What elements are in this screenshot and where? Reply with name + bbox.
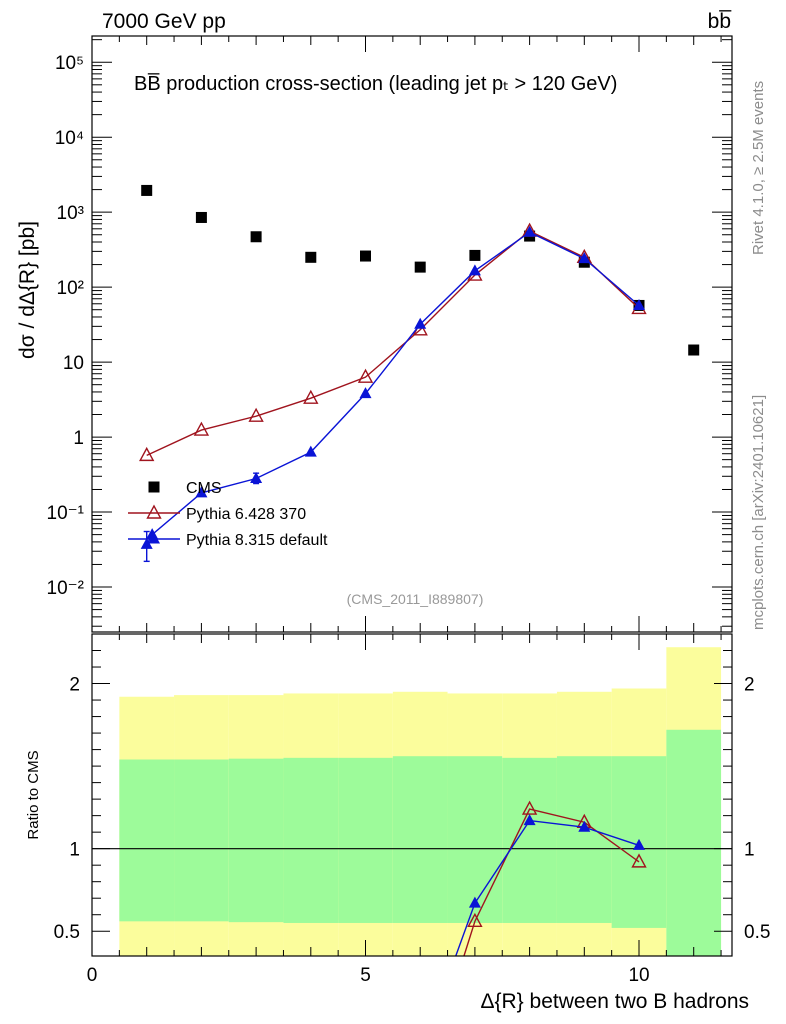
ratio-y-tick-label: 1 xyxy=(69,840,80,861)
series-line xyxy=(146,230,640,457)
x-tick-label: 10 xyxy=(628,965,649,986)
ratio-inner-band xyxy=(447,756,503,923)
main-title: BB̅ production cross-section (leading je… xyxy=(134,72,617,95)
ratio-inner-band xyxy=(119,759,175,922)
ratio-data-point xyxy=(578,820,591,832)
ratio-data-point xyxy=(633,838,646,850)
mcplots-label: mcplots.cern.ch [arXiv:2401.10621] xyxy=(750,395,767,630)
data-point xyxy=(193,421,210,436)
ratio-data-point xyxy=(521,800,538,815)
ratio-ylabel: Ratio to CMS xyxy=(25,750,42,839)
data-point xyxy=(304,445,317,457)
y-tick-label: 10⁴ xyxy=(55,128,84,149)
legend-label: CMS xyxy=(186,480,222,497)
main-axis-ticks: 10⁻² 10⁻¹ 1 10 10² 10³ 10⁴ 10⁵ xyxy=(47,36,732,632)
ratio-data-point xyxy=(631,853,647,868)
main-ylabel: dσ / dΔ{R} [pb] xyxy=(16,221,39,359)
data-point xyxy=(688,344,700,356)
data-point xyxy=(141,184,153,196)
legend-label: Pythia 6.428 370 xyxy=(186,506,306,523)
y-tick-label: 10³ xyxy=(57,203,84,224)
process-label: bb̅ xyxy=(708,10,733,33)
x-tick-label: 0 xyxy=(87,965,98,986)
x-axis-label: Δ{R} between two B hadrons xyxy=(480,990,749,1013)
ratio-axis-ticks: 0.5 0.5 1 1 2 2 0 5 10 xyxy=(54,634,770,986)
y-tick-label: 10⁻¹ xyxy=(47,503,85,524)
legend-marker xyxy=(148,481,160,493)
data-point xyxy=(357,368,374,383)
data-point xyxy=(305,251,317,263)
legend-marker xyxy=(148,532,160,544)
data-point xyxy=(195,486,208,498)
ratio-y-tick-label: 0.5 xyxy=(54,922,80,943)
ratio-y-tick-label: 2 xyxy=(69,675,80,696)
data-point xyxy=(250,231,262,243)
legend: CMS Pythia 6.428 370 Pythia 8.315 default xyxy=(128,480,328,549)
data-point xyxy=(248,407,264,422)
ratio-inner-band xyxy=(666,729,722,956)
y-tick-label: 1 xyxy=(73,428,84,449)
x-tick-label: 5 xyxy=(360,965,371,986)
main-plot-frame xyxy=(91,35,733,633)
y-tick-label: 10⁻² xyxy=(47,578,85,599)
data-point xyxy=(303,389,319,404)
data-point xyxy=(468,264,481,276)
ratio-data-point xyxy=(467,912,483,928)
ratio-series-line xyxy=(463,808,640,957)
y-tick-label: 10² xyxy=(57,278,84,299)
ratio-inner-band xyxy=(338,757,393,923)
data-point xyxy=(250,472,263,484)
analysis-id: (CMS_2011_I889807) xyxy=(347,591,484,607)
data-point xyxy=(360,250,372,262)
ratio-inner-band xyxy=(556,756,612,923)
data-point xyxy=(523,225,536,237)
legend-marker xyxy=(146,504,162,519)
ratio-data-point xyxy=(468,896,481,908)
data-point xyxy=(139,446,155,462)
data-point xyxy=(140,537,153,549)
ratio-inner-band xyxy=(392,756,448,923)
ratio-y-tick-label-right: 1 xyxy=(744,840,755,861)
ratio-y-tick-label-right: 2 xyxy=(744,675,755,696)
legend-label: Pythia 8.315 default xyxy=(186,532,328,549)
data-point xyxy=(414,317,427,329)
ratio-inner-band xyxy=(283,757,339,923)
ratio-inner-band xyxy=(502,757,557,923)
ratio-bands xyxy=(92,647,732,956)
rivet-label: Rivet 4.1.0, ≥ 2.5M events xyxy=(750,81,767,255)
data-point xyxy=(469,249,481,261)
ratio-inner-band xyxy=(228,758,284,923)
data-point xyxy=(633,298,646,310)
data-point xyxy=(414,261,426,273)
data-point xyxy=(359,387,372,399)
data-point xyxy=(578,252,591,264)
y-tick-label: 10⁵ xyxy=(55,53,84,74)
ratio-inner-band xyxy=(174,759,229,922)
series-line xyxy=(146,231,640,545)
ratio-plot-frame xyxy=(91,633,733,957)
ratio-y-tick-label-right: 0.5 xyxy=(744,922,770,943)
ratio-data-point xyxy=(523,814,536,826)
main-series-group xyxy=(139,184,700,563)
ratio-series-group xyxy=(455,800,647,957)
energy-label: 7000 GeV pp xyxy=(102,10,226,33)
data-point xyxy=(195,211,207,223)
y-tick-label: 10 xyxy=(63,353,84,374)
